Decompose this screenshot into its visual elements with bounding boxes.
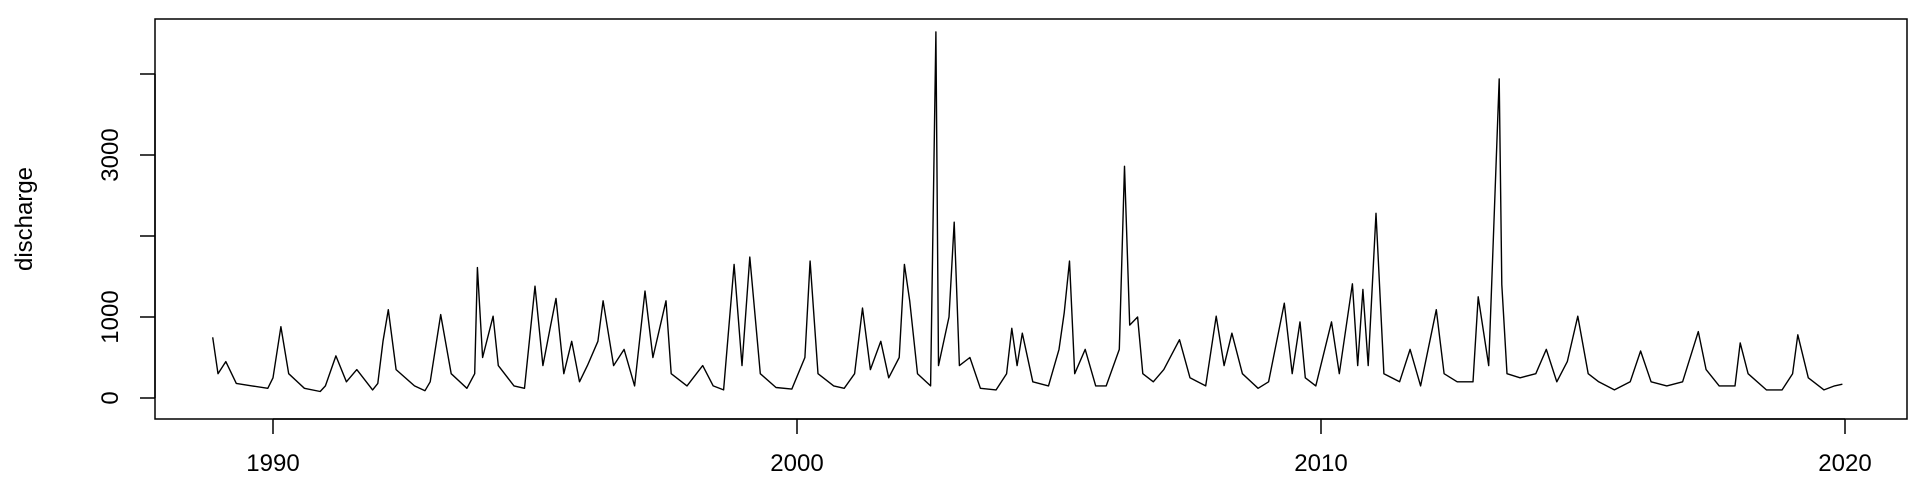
x-tick-label: 2020 bbox=[1818, 450, 1871, 477]
x-tick-label: 1990 bbox=[246, 450, 299, 477]
y-tick-label: 1000 bbox=[97, 290, 124, 343]
plot-frame bbox=[154, 18, 1908, 420]
x-tick-label: 2010 bbox=[1294, 450, 1347, 477]
y-tick-label: 0 bbox=[97, 391, 124, 404]
x-tick-label: 2000 bbox=[770, 450, 823, 477]
y-axis-label: discharge bbox=[11, 167, 38, 271]
series-line bbox=[212, 31, 1843, 393]
y-axis: 0 1000 3000 bbox=[97, 73, 156, 405]
y-tick-label: 3000 bbox=[97, 128, 124, 181]
x-axis: 1990 2000 2010 2020 bbox=[246, 418, 1872, 477]
